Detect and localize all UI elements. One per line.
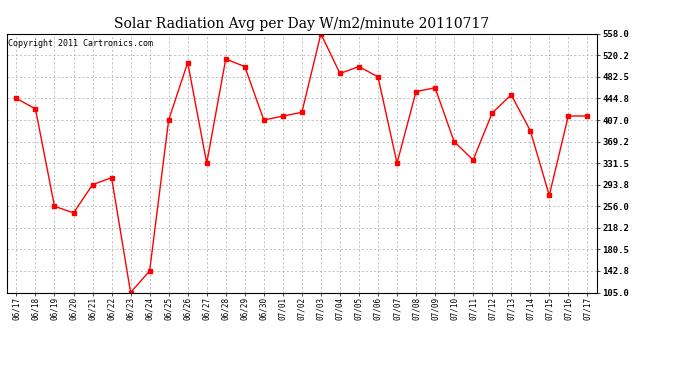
Title: Solar Radiation Avg per Day W/m2/minute 20110717: Solar Radiation Avg per Day W/m2/minute … bbox=[115, 17, 489, 31]
Text: Copyright 2011 Cartronics.com: Copyright 2011 Cartronics.com bbox=[8, 39, 153, 48]
